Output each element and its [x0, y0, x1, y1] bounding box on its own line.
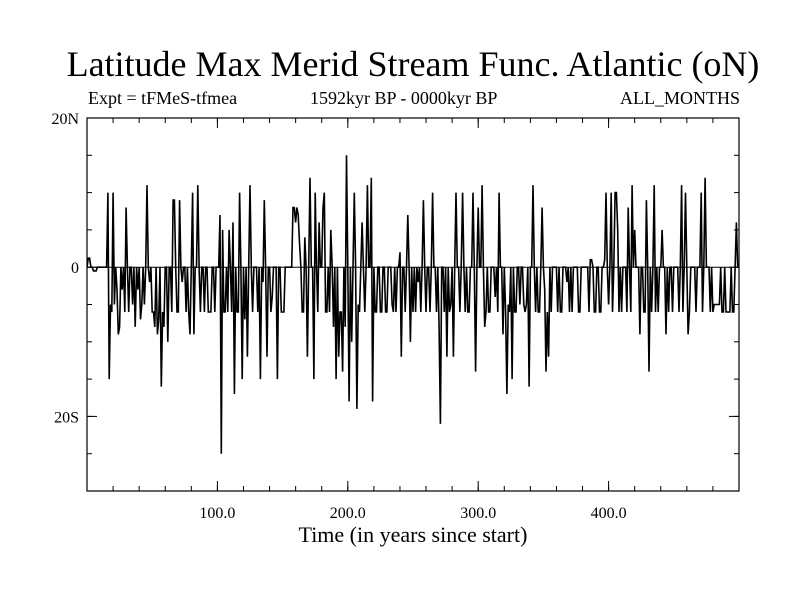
y-tick-label: 0 — [71, 260, 79, 277]
x-tick-label: 200.0 — [330, 505, 366, 522]
axes: 20N 0 20S 100.0 200.0 300.0 400.0 — [51, 111, 740, 522]
chart-title: Latitude Max Merid Stream Func. Atlantic… — [66, 44, 760, 84]
y-tick-label: 20S — [54, 409, 79, 426]
y-tick-label: 20N — [51, 111, 79, 128]
series-layer — [87, 155, 739, 454]
time-range-label: 1592kyr BP - 0000kyr BP — [310, 88, 498, 108]
experiment-label: Expt = tFMeS-tfmea — [88, 88, 238, 108]
x-tick-label: 300.0 — [460, 505, 496, 522]
x-tick-label: 100.0 — [199, 505, 235, 522]
x-tick-label: 400.0 — [591, 505, 627, 522]
series-line — [87, 155, 739, 454]
x-axis-label: Time (in years since start) — [299, 522, 528, 547]
months-label: ALL_MONTHS — [620, 88, 740, 108]
